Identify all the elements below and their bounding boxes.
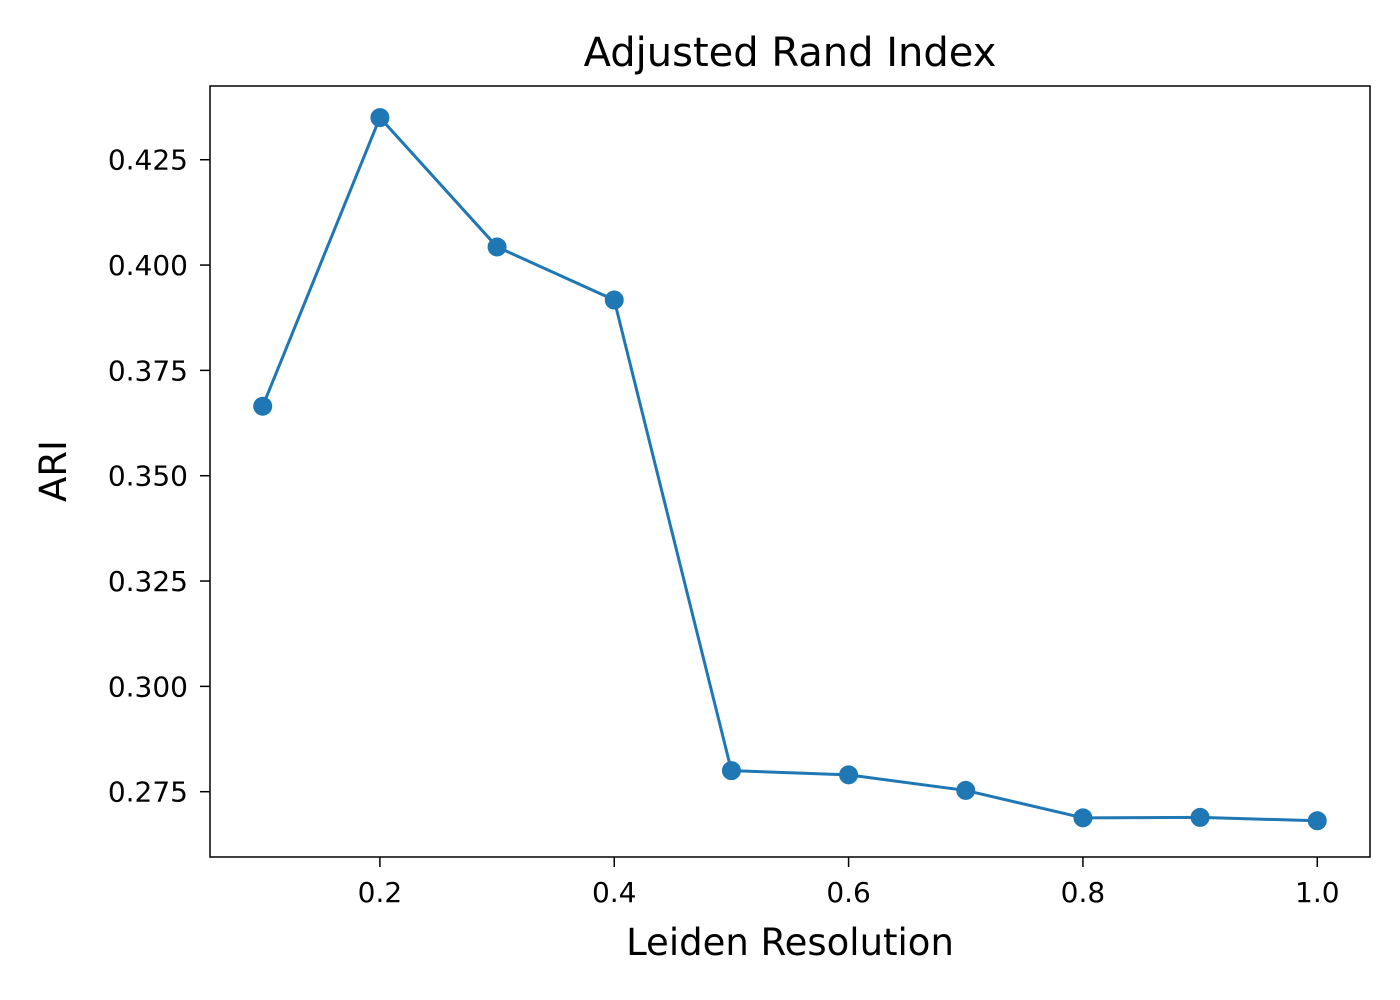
data-point	[487, 237, 507, 257]
y-tick-label: 0.325	[108, 565, 188, 598]
data-point	[1190, 807, 1210, 827]
data-point	[370, 108, 390, 128]
series-line	[261, 116, 1319, 823]
x-axis-label: Leiden Resolution	[626, 921, 954, 964]
x-tick-label: 1.0	[1295, 876, 1340, 909]
y-tick-label: 0.350	[108, 460, 188, 493]
data-point	[253, 396, 273, 416]
plot-area: 0.2 0.4 0.6 0.8 1.0 0.275 0.300 0.325 0.350 0.37…	[108, 85, 1371, 909]
data-point	[956, 780, 976, 800]
y-tick-label: 0.275	[108, 776, 188, 809]
y-tick-label: 0.375	[108, 354, 188, 387]
plot-frame	[209, 85, 1371, 858]
y-tick-label: 0.400	[108, 249, 188, 282]
series-layer	[253, 108, 1327, 831]
data-point	[1073, 808, 1093, 828]
x-tick-label: 0.2	[358, 876, 403, 909]
x-tick-label: 0.4	[592, 876, 637, 909]
y-axis-ticks: 0.275 0.300 0.325 0.350 0.375 0.400 0.425	[108, 144, 210, 809]
y-tick-label: 0.425	[108, 144, 188, 177]
data-point	[1307, 811, 1327, 831]
data-point	[604, 290, 624, 310]
x-tick-label: 0.8	[1061, 876, 1106, 909]
data-point	[839, 765, 859, 785]
x-axis-ticks: 0.2 0.4 0.6 0.8 1.0	[358, 857, 1340, 909]
y-tick-label: 0.300	[108, 670, 188, 703]
chart-title: Adjusted Rand Index	[584, 30, 997, 76]
x-tick-label: 0.6	[826, 876, 871, 909]
y-axis-label: ARI	[32, 440, 75, 502]
data-point	[721, 761, 741, 781]
